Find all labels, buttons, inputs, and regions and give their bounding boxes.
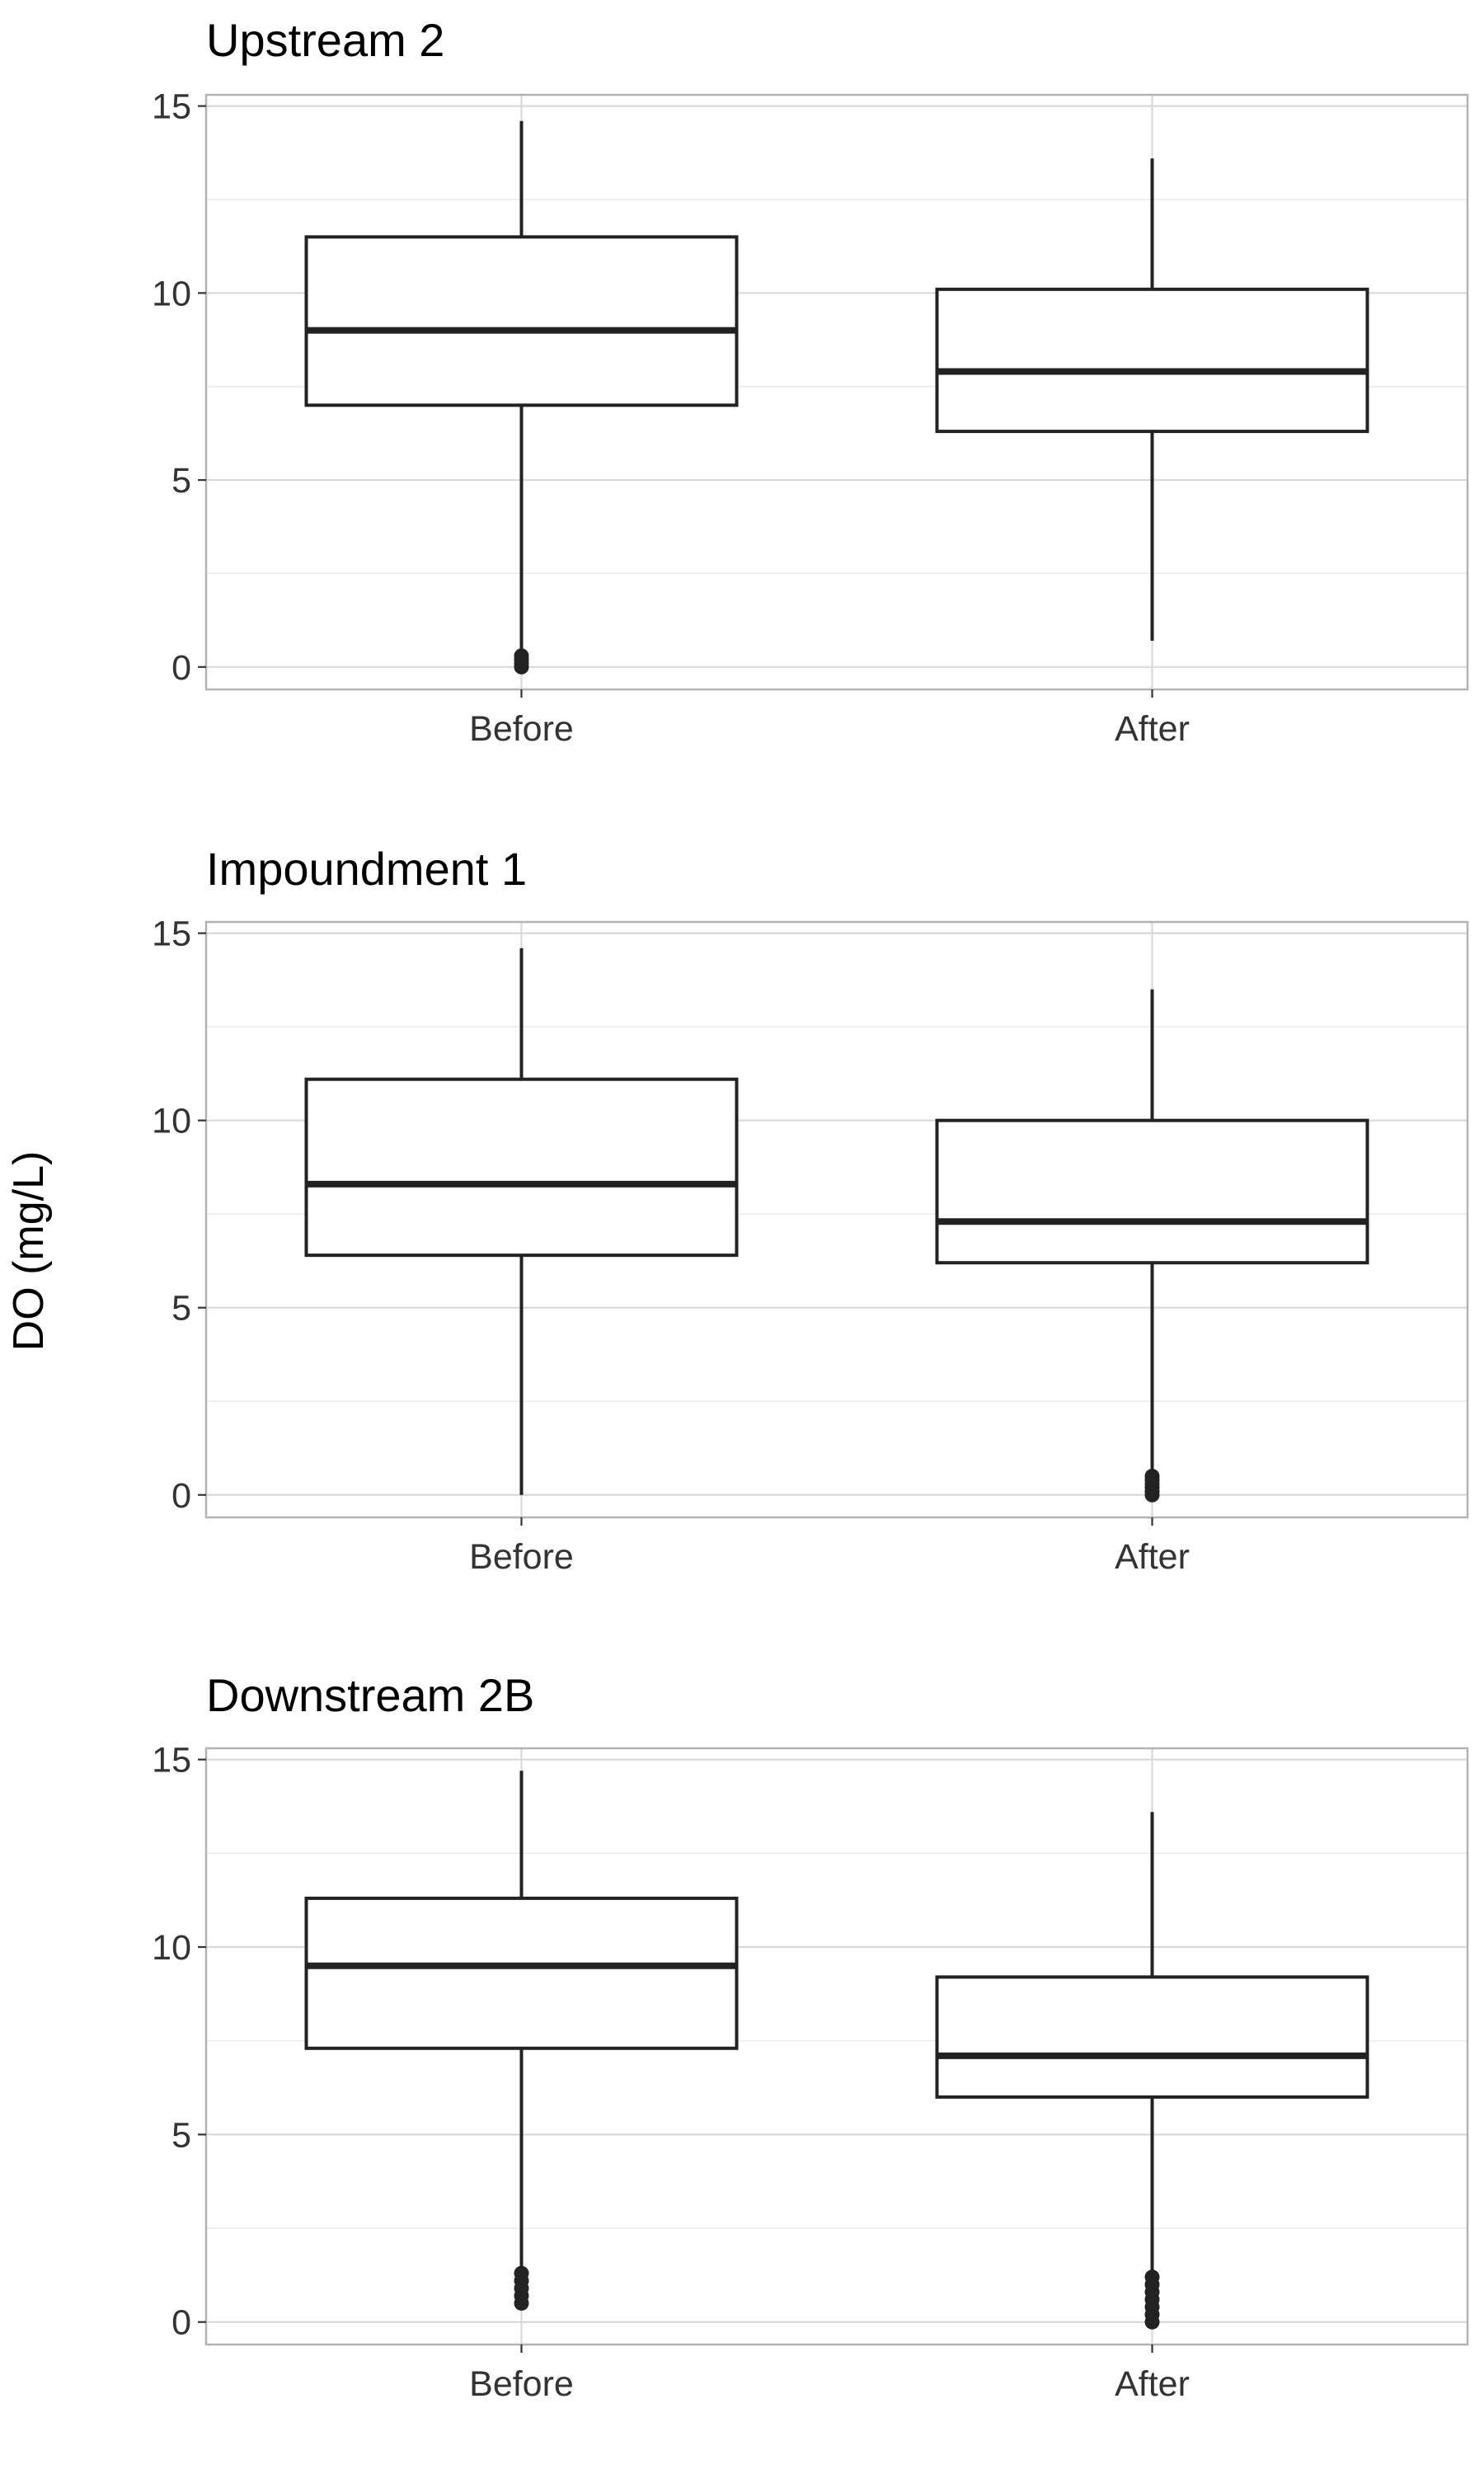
- x-tick-label: After: [1115, 709, 1190, 749]
- box-body: [304, 235, 739, 407]
- outlier-point: [1144, 1469, 1160, 1484]
- box-body: [304, 1896, 739, 2050]
- panel-title: Upstream 2: [206, 14, 444, 66]
- y-tick-label: 0: [171, 1476, 191, 1516]
- box-after: [935, 158, 1369, 642]
- panels-group: 0 5 10 15 Before After Upstream 2 0 5 10 15 Before A…: [152, 14, 1469, 2404]
- panel-border: [204, 920, 1469, 1519]
- x-tick-label: After: [1115, 1537, 1190, 1577]
- panel-title: Downstream 2B: [206, 1669, 534, 1721]
- y-tick-label: 5: [171, 1289, 191, 1329]
- panel-border: [204, 93, 1469, 691]
- y-tick-label: 15: [152, 1741, 191, 1780]
- box-body: [304, 1077, 739, 1258]
- box-after: [935, 1812, 1369, 2330]
- box-after: [935, 989, 1369, 1503]
- box-before: [304, 948, 739, 1495]
- y-tick-label: 0: [171, 648, 191, 688]
- x-tick-label: Before: [469, 1537, 574, 1577]
- outlier-point: [514, 2265, 529, 2281]
- outlier-point: [514, 648, 529, 664]
- x-tick-label: Before: [469, 2364, 574, 2404]
- panel-title: Impoundment 1: [206, 843, 527, 895]
- x-tick-label: After: [1115, 2364, 1190, 2404]
- y-tick-label: 5: [171, 2115, 191, 2155]
- box-before: [304, 1771, 739, 2311]
- box-body: [935, 1118, 1369, 1265]
- y-tick-label: 10: [152, 1102, 191, 1141]
- y-tick-label: 15: [152, 87, 191, 127]
- outlier-point: [1144, 2269, 1160, 2285]
- y-axis-label: DO (mg/L): [5, 1151, 53, 1352]
- panel-border: [204, 1747, 1469, 2346]
- y-tick-label: 0: [171, 2303, 191, 2343]
- x-tick-label: Before: [469, 709, 574, 749]
- panel-1: 0 5 10 15 Before After Upstream 2: [152, 14, 1469, 749]
- y-tick-label: 5: [171, 461, 191, 501]
- box-body: [935, 1975, 1369, 2099]
- panel-2: 0 5 10 15 Before After Impoundment 1: [152, 843, 1469, 1577]
- box-body: [935, 287, 1369, 434]
- y-tick-label: 10: [152, 274, 191, 313]
- panel-3: 0 5 10 15 Before After Downstream 2B: [152, 1669, 1469, 2404]
- y-tick-label: 15: [152, 915, 191, 954]
- box-before: [304, 120, 739, 675]
- y-tick-label: 10: [152, 1928, 191, 1968]
